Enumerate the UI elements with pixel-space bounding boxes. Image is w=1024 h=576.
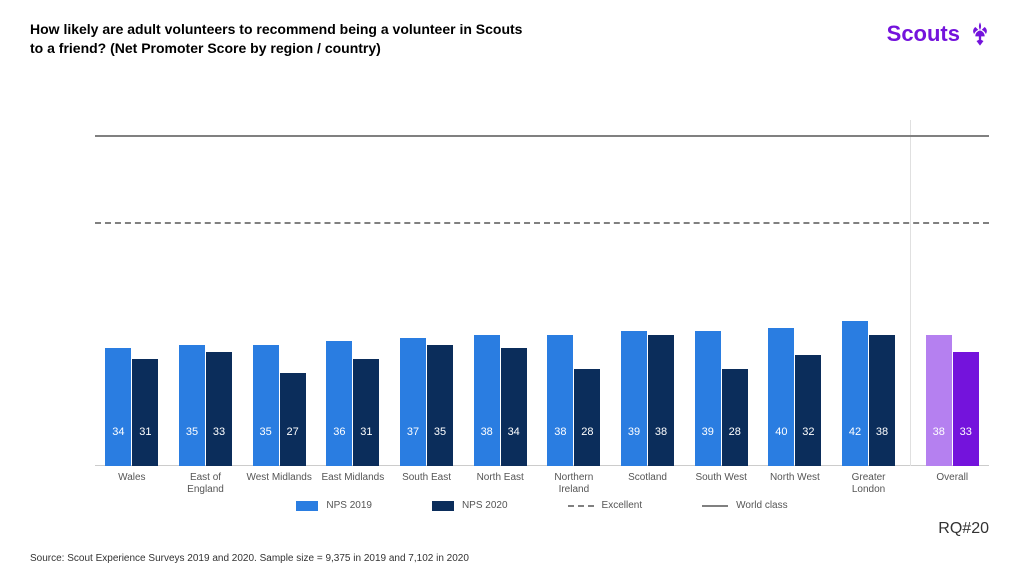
bar-group: 3834 — [463, 120, 537, 466]
bar-nps2020: 38 — [648, 335, 674, 466]
fleur-de-lis-icon — [966, 20, 994, 48]
bar-group: 3928 — [684, 120, 758, 466]
bar-nps2020: 28 — [574, 369, 600, 466]
legend-excellent: Excellent — [568, 500, 643, 511]
bar-group: 3431 — [95, 120, 169, 466]
header: How likely are adult volunteers to recom… — [30, 20, 994, 58]
bar-nps2020: 38 — [869, 335, 895, 466]
swatch-2019 — [296, 501, 318, 511]
bar-group: 3631 — [316, 120, 390, 466]
bar-nps2020: 27 — [280, 373, 306, 466]
bar-group: 3533 — [169, 120, 243, 466]
logo-text: Scouts — [887, 21, 960, 47]
bar-nps2019: 35 — [253, 345, 279, 466]
legend-nps2020: NPS 2020 — [432, 500, 508, 511]
bar-value-label: 38 — [926, 426, 952, 466]
line-icon — [702, 505, 728, 507]
bar-group: 4238 — [832, 120, 906, 466]
x-label: NorthernIreland — [537, 472, 611, 496]
legend-nps2019: NPS 2019 — [296, 500, 372, 511]
bar-value-label: 39 — [695, 426, 721, 466]
bar-group: 3938 — [611, 120, 685, 466]
group-separator — [910, 120, 911, 466]
bar-value-label: 27 — [280, 426, 306, 466]
x-label: East Midlands — [316, 472, 390, 496]
x-label: West Midlands — [242, 472, 316, 496]
legend-label: Excellent — [602, 500, 643, 511]
bar-nps2019: 37 — [400, 338, 426, 466]
refline-world-class — [95, 135, 989, 137]
x-label: East ofEngland — [169, 472, 243, 496]
bar-value-label: 39 — [621, 426, 647, 466]
plot-area: 3431353335273631373538343828393839284032… — [95, 120, 989, 466]
x-label: Overall — [915, 472, 989, 496]
bar-nps2020: 32 — [795, 355, 821, 466]
bar-series: 3431353335273631373538343828393839284032… — [95, 120, 989, 466]
bar-value-label: 38 — [648, 426, 674, 466]
page-title: How likely are adult volunteers to recom… — [30, 20, 530, 58]
legend-worldclass: World class — [702, 500, 788, 511]
bar-group: 3527 — [242, 120, 316, 466]
bar-value-label: 33 — [953, 426, 979, 466]
x-label: North East — [463, 472, 537, 496]
bar-group: 4032 — [758, 120, 832, 466]
x-label: South West — [684, 472, 758, 496]
bar-nps2020: 35 — [427, 345, 453, 466]
rq-code: RQ#20 — [938, 520, 989, 538]
bar-nps2020: 31 — [353, 359, 379, 466]
logo: Scouts — [887, 20, 994, 48]
x-axis-labels: WalesEast ofEnglandWest MidlandsEast Mid… — [95, 472, 989, 496]
bar-value-label: 35 — [179, 426, 205, 466]
bar-value-label: 34 — [501, 426, 527, 466]
bar-value-label: 35 — [427, 426, 453, 466]
bar-group: 3828 — [537, 120, 611, 466]
bar-nps2019: 35 — [179, 345, 205, 466]
bar-value-label: 38 — [869, 426, 895, 466]
bar-value-label: 35 — [253, 426, 279, 466]
bar-nps2020: 28 — [722, 369, 748, 466]
bar-nps2019: 39 — [621, 331, 647, 466]
bar-nps2019: 34 — [105, 348, 131, 466]
bar-nps2020: 31 — [132, 359, 158, 466]
bar-value-label: 28 — [574, 426, 600, 466]
bar-nps2019: 36 — [326, 341, 352, 466]
bar-nps2020: 33 — [206, 352, 232, 466]
bar-value-label: 31 — [132, 426, 158, 466]
dash-icon — [568, 505, 594, 507]
bar-nps2019: 38 — [474, 335, 500, 466]
bar-value-label: 32 — [795, 426, 821, 466]
bar-value-label: 38 — [474, 426, 500, 466]
bar-value-label: 40 — [768, 426, 794, 466]
bar-nps2019: 39 — [695, 331, 721, 466]
x-label: GreaterLondon — [832, 472, 906, 496]
bar-value-label: 33 — [206, 426, 232, 466]
bar-value-label: 34 — [105, 426, 131, 466]
bar-nps2019: 38 — [926, 335, 952, 466]
chart: 3431353335273631373538343828393839284032… — [95, 120, 989, 466]
bar-value-label: 28 — [722, 426, 748, 466]
bar-nps2020: 33 — [953, 352, 979, 466]
legend-label: NPS 2019 — [326, 500, 372, 511]
bar-nps2019: 40 — [768, 328, 794, 466]
bar-value-label: 38 — [547, 426, 573, 466]
x-label: Wales — [95, 472, 169, 496]
bar-value-label: 37 — [400, 426, 426, 466]
bar-value-label: 31 — [353, 426, 379, 466]
source-note: Source: Scout Experience Surveys 2019 an… — [30, 553, 469, 564]
refline-excellent — [95, 222, 989, 224]
bar-group: 3735 — [390, 120, 464, 466]
bar-nps2019: 42 — [842, 321, 868, 466]
bar-value-label: 42 — [842, 426, 868, 466]
legend: NPS 2019 NPS 2020 Excellent World class — [95, 500, 989, 511]
x-label: Scotland — [611, 472, 685, 496]
bar-nps2020: 34 — [501, 348, 527, 466]
x-label: South East — [390, 472, 464, 496]
swatch-2020 — [432, 501, 454, 511]
x-label: North West — [758, 472, 832, 496]
legend-label: World class — [736, 500, 788, 511]
bar-group-overall: 3833 — [915, 120, 989, 466]
bar-nps2019: 38 — [547, 335, 573, 466]
bar-value-label: 36 — [326, 426, 352, 466]
legend-label: NPS 2020 — [462, 500, 508, 511]
